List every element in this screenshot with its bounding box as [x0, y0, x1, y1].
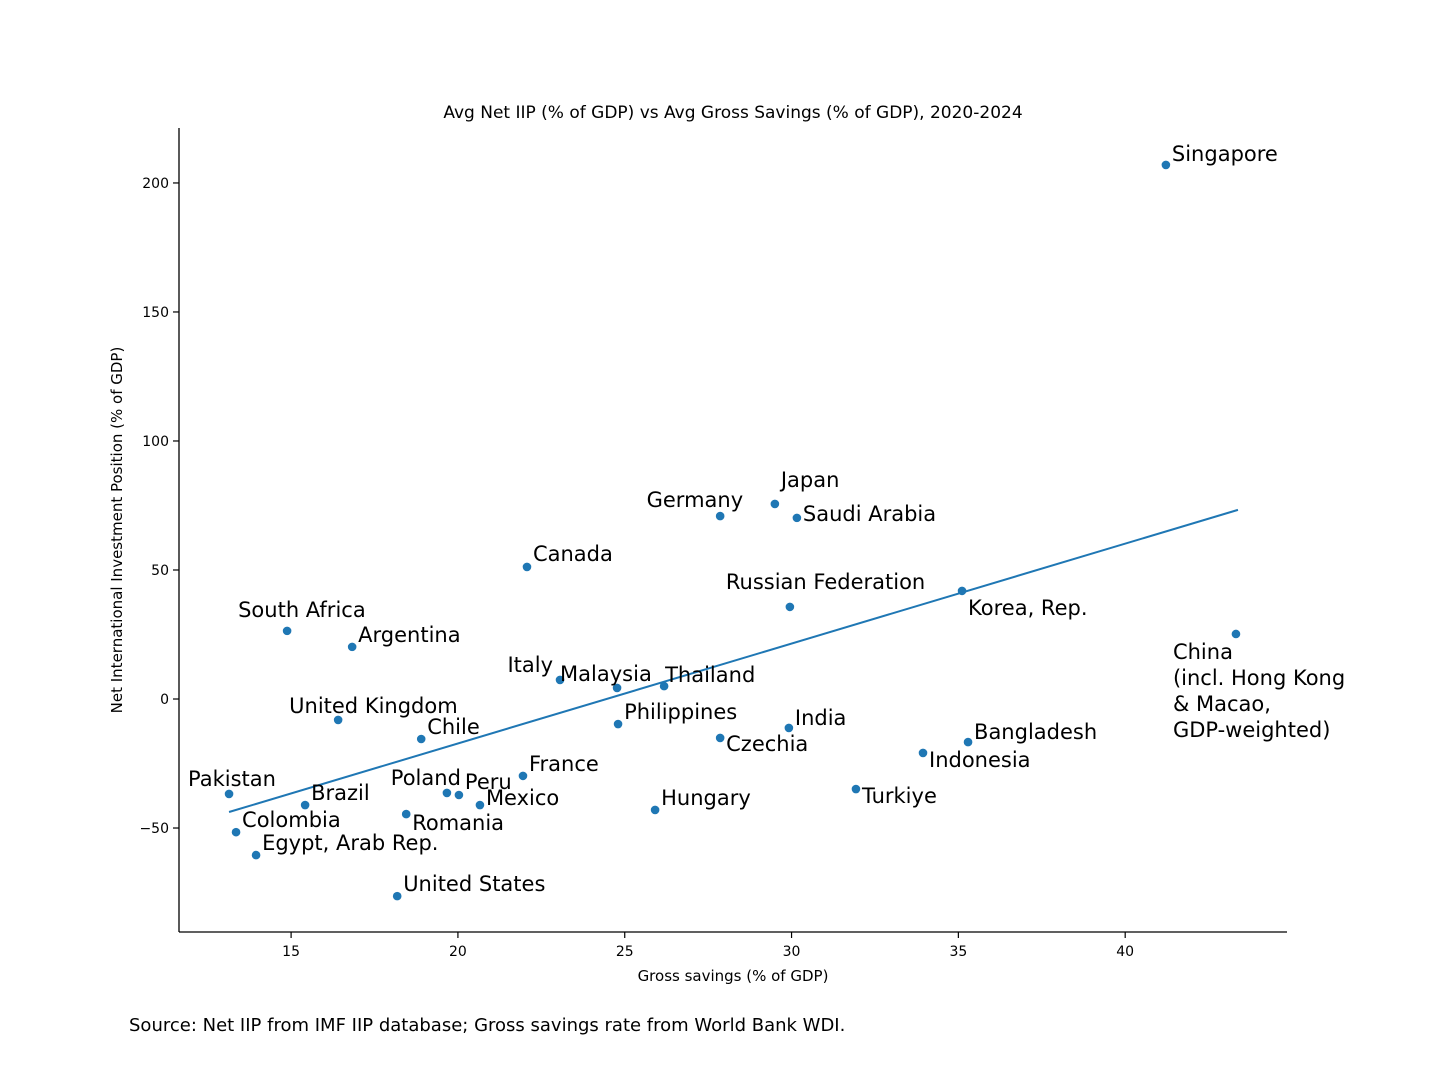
point-label: Singapore — [1172, 142, 1278, 166]
point-label: Canada — [533, 542, 613, 566]
point-label: India — [795, 706, 847, 730]
y-tick-label: 50 — [151, 563, 169, 579]
data-point — [785, 602, 795, 612]
chart-title: Avg Net IIP (% of GDP) vs Avg Gross Savi… — [443, 103, 1022, 123]
x-tick-label: 15 — [282, 944, 300, 960]
x-tick-label: 30 — [783, 944, 801, 960]
data-point — [475, 800, 485, 810]
source-note: Source: Net IIP from IMF IIP database; G… — [129, 1015, 845, 1036]
data-point — [282, 626, 292, 636]
point-label: Russian Federation — [726, 570, 925, 594]
point-label: Poland — [391, 766, 461, 790]
data-point — [224, 789, 234, 799]
data-point — [851, 784, 861, 794]
trendline — [228, 508, 1239, 813]
point-label: Bangladesh — [974, 720, 1097, 744]
data-point — [715, 733, 725, 743]
data-point — [454, 790, 464, 800]
point-label: Chile — [427, 715, 480, 739]
data-point — [963, 737, 973, 747]
data-point — [792, 513, 802, 523]
data-point — [957, 586, 967, 596]
point-label: Hungary — [661, 786, 751, 810]
point-label: Japan — [779, 468, 840, 492]
point-label: United States — [403, 872, 545, 896]
point-label: Peru — [465, 770, 512, 794]
x-tick-label: 35 — [949, 944, 967, 960]
data-point — [442, 788, 452, 798]
data-point — [401, 809, 411, 819]
point-label: Colombia — [242, 808, 341, 832]
point-label: Mexico — [486, 786, 559, 810]
point-label: Pakistan — [188, 767, 276, 791]
data-point — [613, 719, 623, 729]
point-label-line: China — [1173, 640, 1233, 664]
point-label: South Africa — [238, 598, 366, 622]
y-tick-label: 150 — [142, 305, 169, 321]
point-label: France — [529, 752, 599, 776]
x-tick-label: 20 — [449, 944, 467, 960]
x-tick-label: 25 — [616, 944, 634, 960]
point-label: China (incl. Hong Kong & Macao, GDP-weighte… — [1173, 640, 1345, 742]
data-point — [650, 805, 660, 815]
data-point — [784, 723, 794, 733]
point-label: Argentina — [358, 623, 460, 647]
point-label: Thailand — [664, 663, 755, 687]
point-label: Philippines — [624, 700, 737, 724]
point-label: Italy — [507, 653, 553, 677]
data-point — [518, 771, 528, 781]
point-label: Romania — [412, 811, 504, 835]
point-label: Saudi Arabia — [803, 502, 936, 526]
point-label-line: (incl. Hong Kong — [1173, 666, 1345, 690]
point-label: Egypt, Arab Rep. — [262, 831, 438, 855]
y-tick-label: 0 — [160, 692, 169, 708]
point-label-line: & Macao, — [1173, 692, 1271, 716]
y-tick-label: −50 — [139, 821, 169, 837]
data-point — [1161, 160, 1171, 170]
data-point — [555, 675, 565, 685]
point-label: United Kingdom — [289, 694, 458, 718]
point-label: Turkiye — [861, 784, 937, 808]
point-label: Germany — [647, 488, 744, 512]
point-label: Czechia — [726, 732, 808, 756]
y-tick-label: 200 — [142, 176, 169, 192]
data-point — [231, 827, 241, 837]
point-label-line: GDP-weighted) — [1173, 718, 1330, 742]
data-point — [659, 681, 669, 691]
data-point — [1231, 629, 1241, 639]
x-axis-label: Gross savings (% of GDP) — [638, 967, 829, 985]
axes: 15 20 25 30 35 40 −50 0 50 100 150 200 — [139, 128, 1287, 960]
y-axis-label: Net International Investment Position (%… — [108, 347, 126, 714]
data-point — [251, 850, 261, 860]
data-point — [770, 499, 780, 509]
points-group: Singapore Japan Germany Saudi Arabia Canada R… — [188, 142, 1345, 901]
point-label: Malaysia — [560, 662, 652, 686]
x-tick-label: 40 — [1116, 944, 1134, 960]
data-point — [347, 642, 357, 652]
data-point — [333, 715, 343, 725]
point-label: Brazil — [311, 781, 370, 805]
point-label: Indonesia — [929, 748, 1031, 772]
data-point — [300, 800, 310, 810]
data-point — [715, 511, 725, 521]
data-point — [918, 748, 928, 758]
point-label: Korea, Rep. — [968, 596, 1087, 620]
y-tick-label: 100 — [142, 434, 169, 450]
data-point — [522, 562, 532, 572]
trendline-group — [228, 508, 1239, 813]
data-point — [612, 683, 622, 693]
data-point — [416, 734, 426, 744]
data-point — [392, 891, 402, 901]
